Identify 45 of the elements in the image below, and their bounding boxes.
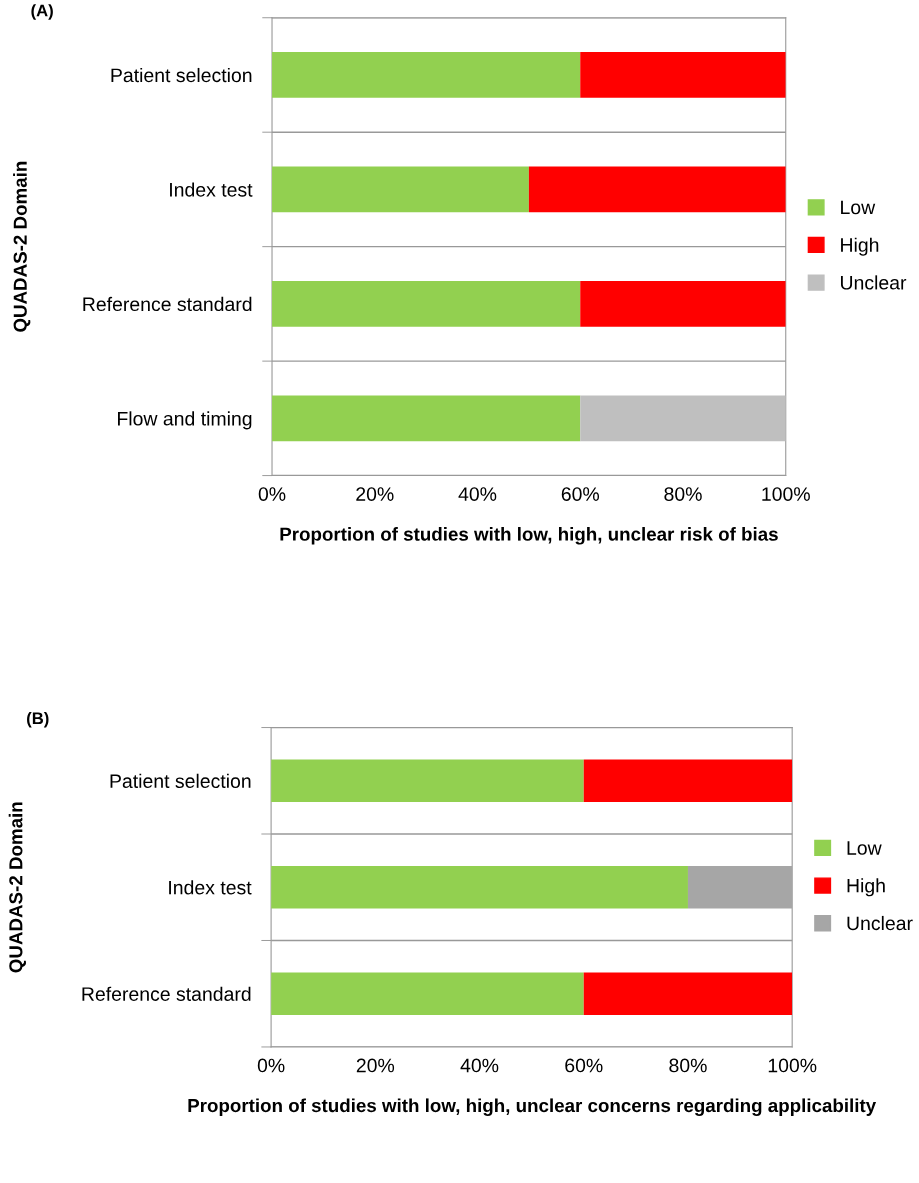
y-tick-label: Patient selection [111,67,252,83]
legend-label: Unclear [847,915,913,931]
bar [272,280,581,327]
bar [583,759,793,803]
x-axis-title: Proportion of studies with low, high, unclear concerns regarding applicability [188,1098,877,1116]
x-tick-label: 0% [257,1058,285,1073]
text: (B) [27,711,49,728]
bar [272,395,581,442]
y-tick-label: Reference standard [83,296,252,312]
y-axis-title: QUADAS-2 Domain [8,802,26,973]
x-tick-label: 100% [768,1058,817,1073]
y-tick-label: Index test [169,880,252,895]
y-tick-label: Reference standard [82,986,251,1001]
bar [272,166,529,213]
y-tick-label: Patient selection [110,773,251,789]
legend-label: Low [841,200,876,215]
x-tick-label: 40% [458,487,497,501]
bar [271,865,688,909]
x-tick-label: 80% [664,487,702,501]
x-tick-label: 60% [565,1058,603,1073]
bar [580,395,786,442]
y-axis-title: QUADAS-2 Domain [13,161,31,332]
legend-label: Low [847,841,882,855]
bar [272,52,581,98]
legend-label: Unclear [840,275,907,290]
y-tick-label: Flow and timing [118,411,252,430]
text: (A) [31,4,53,20]
x-tick-label: 40% [460,1058,499,1073]
x-axis-title: Proportion of studies with low, high, unclear risk of bias [280,527,778,545]
x-tick-label: 100% [762,487,810,501]
bar [271,759,584,803]
bar [687,865,793,909]
bar [528,166,786,213]
x-tick-label: 0% [258,487,286,501]
legend-label: High [841,237,879,256]
x-tick-label: 20% [356,1058,395,1073]
legend-label: High [847,878,885,897]
bar [580,280,786,327]
y-tick-label: Index test [170,182,253,197]
x-tick-label: 80% [669,1058,707,1073]
bar [580,52,786,98]
bar [583,972,793,1016]
bar [271,972,584,1016]
x-tick-label: 20% [356,487,394,501]
x-tick-label: 60% [561,487,600,501]
